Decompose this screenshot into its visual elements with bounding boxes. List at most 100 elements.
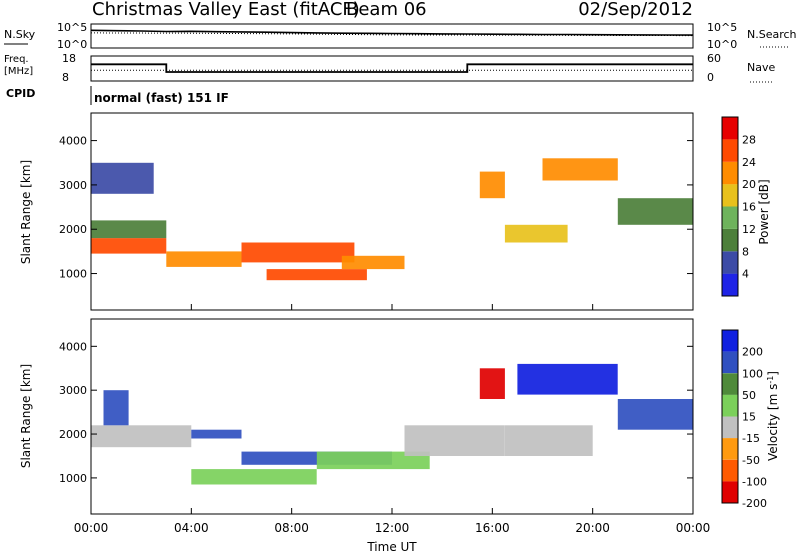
vel-region bbox=[504, 425, 593, 456]
freq-label-1: Freq. bbox=[4, 54, 29, 65]
time-axis: 00:00 04:00 08:00 12:00 16:00 20:00 00:00 bbox=[74, 304, 710, 535]
y-tick-label: 3000 bbox=[59, 384, 87, 397]
power-colorbar-tick: 4 bbox=[742, 268, 749, 281]
vel-region bbox=[479, 368, 505, 399]
velocity-colorbar-frame bbox=[721, 329, 739, 504]
power-colorbar-swatch bbox=[722, 206, 738, 229]
nsky-tick-top: 10^5 bbox=[57, 21, 87, 34]
y-tick-label: 4000 bbox=[59, 340, 87, 353]
vel-region bbox=[517, 363, 618, 395]
power-colorbar-swatch bbox=[722, 228, 738, 252]
noise-panel-frame bbox=[90, 23, 694, 49]
y-tick-label: 1000 bbox=[59, 268, 87, 281]
date-label: 02/Sep/2012 bbox=[578, 0, 693, 20]
velocity-colorbar-swatch bbox=[722, 373, 738, 395]
power-region bbox=[341, 255, 405, 270]
vel-region bbox=[191, 469, 317, 485]
x-tick-label: 08:00 bbox=[274, 521, 309, 535]
noise-series bbox=[90, 29, 694, 37]
freq-panel: Freq. [MHz] 18 8 60 0 Nave bbox=[4, 52, 775, 84]
freq-series bbox=[91, 63, 693, 73]
y-tick-label: 2000 bbox=[59, 223, 87, 236]
velocity-colorbar-tick: -200 bbox=[742, 497, 767, 510]
nsearch-label: N.Search bbox=[747, 28, 797, 41]
power-panel-frame bbox=[90, 112, 694, 311]
power-colorbar-label: Power [dB] bbox=[757, 179, 771, 244]
velocity-colorbar-tick: 100 bbox=[742, 367, 763, 380]
noise-line-nsearch bbox=[90, 32, 694, 37]
velocity-ylabel: Slant Range [km] bbox=[19, 364, 33, 468]
power-y-axis: 1000 2000 3000 4000 bbox=[59, 135, 693, 281]
velocity-colorbar-swatch bbox=[722, 459, 738, 482]
x-tick-label: 12:00 bbox=[375, 521, 410, 535]
nsky-tick-bottom: 10^0 bbox=[57, 38, 87, 51]
power-colorbar-tick: 16 bbox=[742, 201, 756, 214]
power-region bbox=[91, 238, 167, 254]
power-colorbar-swatch bbox=[722, 161, 738, 185]
x-tick-label: 00:00 bbox=[74, 521, 109, 535]
power-region bbox=[241, 242, 355, 263]
velocity-panel: 1000 2000 3000 4000 Slant Range [km] 200 100… bbox=[19, 318, 780, 515]
velocity-colorbar-tick: 15 bbox=[742, 411, 756, 424]
velocity-colorbar-tick: 200 bbox=[742, 346, 763, 359]
power-region bbox=[266, 269, 367, 281]
power-colorbar-tick: 12 bbox=[742, 223, 756, 236]
velocity-heatmap bbox=[91, 363, 694, 485]
freq-tick-bottom: 8 bbox=[62, 71, 69, 84]
x-tick-label: 20:00 bbox=[575, 521, 610, 535]
nave-tick-top: 60 bbox=[707, 52, 721, 65]
nave-label: Nave bbox=[747, 61, 775, 74]
power-colorbar-tick: 24 bbox=[742, 156, 756, 169]
y-tick-label: 1000 bbox=[59, 472, 87, 485]
beam-label: Beam 06 bbox=[346, 0, 427, 20]
y-tick-label: 4000 bbox=[59, 135, 87, 148]
power-colorbar-swatch bbox=[722, 117, 738, 140]
noise-line-nsky bbox=[90, 29, 694, 36]
cpid-value: normal (fast) 151 IF bbox=[94, 91, 229, 105]
noise-panel: N.Sky 10^5 10^0 10^5 10^0 N.Search bbox=[4, 21, 797, 51]
power-region bbox=[617, 198, 694, 225]
velocity-colorbar: 200 100 50 15 -15 -50 -100 -200 bbox=[721, 329, 767, 510]
power-colorbar-tick: 28 bbox=[742, 133, 756, 146]
title: Christmas Valley East (fitACF) bbox=[92, 0, 360, 20]
velocity-colorbar-swatch bbox=[722, 330, 738, 352]
power-colorbar-swatch bbox=[722, 184, 738, 207]
vel-region bbox=[404, 425, 505, 456]
vel-region bbox=[316, 451, 430, 470]
power-panel: 1000 2000 3000 4000 Slant Range [km] 4 8 12 16… bbox=[19, 112, 771, 311]
vel-region bbox=[617, 399, 694, 430]
y-tick-label: 3000 bbox=[59, 179, 87, 192]
x-tick-label: 04:00 bbox=[174, 521, 209, 535]
velocity-colorbar-swatch bbox=[722, 438, 738, 460]
power-colorbar-frame bbox=[721, 116, 739, 297]
power-colorbar-tick: 20 bbox=[742, 178, 756, 191]
velocity-colorbar-swatch bbox=[722, 351, 738, 374]
vel-region bbox=[91, 425, 192, 448]
velocity-panel-frame bbox=[90, 318, 694, 515]
power-colorbar-swatch bbox=[722, 139, 738, 162]
velocity-colorbar-tick: 50 bbox=[742, 389, 756, 402]
nsearch-tick-bottom: 10^0 bbox=[707, 38, 737, 51]
velocity-colorbar-tick: -50 bbox=[742, 454, 760, 467]
nsky-label: N.Sky bbox=[4, 28, 36, 41]
velocity-colorbar-tick: -100 bbox=[742, 475, 767, 488]
cpid-label: CPID bbox=[6, 87, 35, 100]
velocity-colorbar-swatch bbox=[722, 481, 738, 503]
velocity-colorbar-swatch bbox=[722, 416, 738, 439]
y-tick-label: 2000 bbox=[59, 428, 87, 441]
x-tick-label: 16:00 bbox=[475, 521, 510, 535]
power-region bbox=[542, 158, 618, 181]
vel-region bbox=[103, 390, 129, 426]
velocity-colorbar-tick: -15 bbox=[742, 432, 760, 445]
power-region bbox=[91, 162, 154, 194]
velocity-y-axis: 1000 2000 3000 4000 bbox=[59, 340, 693, 485]
vel-region bbox=[191, 429, 242, 439]
power-region bbox=[504, 224, 568, 243]
nsearch-tick-top: 10^5 bbox=[707, 21, 737, 34]
power-ylabel: Slant Range [km] bbox=[19, 160, 33, 264]
velocity-colorbar-label: Velocity [m s-1] bbox=[766, 371, 780, 461]
velocity-colorbar-swatch bbox=[722, 394, 738, 417]
power-region bbox=[479, 171, 505, 199]
freq-line-freq bbox=[91, 63, 693, 73]
power-region bbox=[91, 220, 167, 239]
